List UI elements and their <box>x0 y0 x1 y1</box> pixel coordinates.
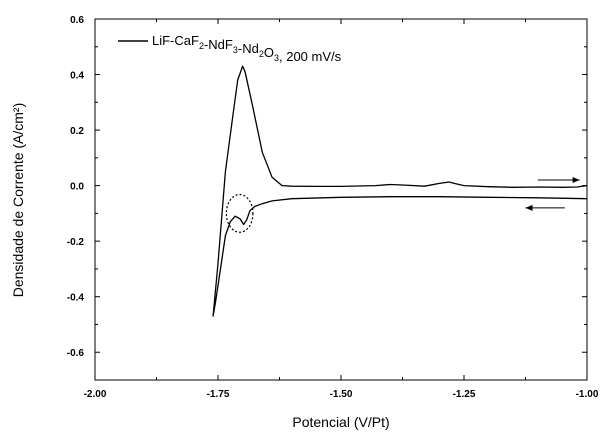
series-line-0 <box>212 65 588 317</box>
annotations <box>225 177 580 233</box>
x-axis-label: Potencial (V/Pt) <box>292 414 389 430</box>
highlight-dashed-circle <box>225 193 254 233</box>
y-tick-label: -0.2 <box>67 237 85 248</box>
y-axis-label: Densidade de Corrente (A/cm²) <box>10 103 26 298</box>
y-tick-label: 0.6 <box>70 15 84 26</box>
axis-tick-labels: -2.00 -1.75 -1.50 -1.25 -1.00 -0.6 -0.4 -0.2 0.0… <box>67 15 599 400</box>
arrow-head-icon <box>525 204 533 211</box>
x-tick-label: -2.00 <box>84 389 107 400</box>
legend-label: LiF-CaF2-NdF3-Nd2O3, 200 mV/s <box>152 33 342 64</box>
x-tick-label: -1.50 <box>330 389 353 400</box>
x-tick-label: -1.75 <box>207 389 230 400</box>
y-tick-label: 0.0 <box>70 182 84 193</box>
y-tick-label: 0.2 <box>70 126 84 137</box>
y-tick-label: 0.4 <box>70 71 84 82</box>
legend: LiF-CaF2-NdF3-Nd2O3, 200 mV/s <box>118 33 342 64</box>
axis-ticks <box>94 18 588 380</box>
series-group <box>212 65 588 317</box>
x-tick-label: -1.25 <box>453 389 476 400</box>
plot-frame <box>94 18 588 381</box>
arrow-head-icon <box>572 177 580 184</box>
x-tick-label: -1.00 <box>576 389 599 400</box>
y-tick-label: -0.6 <box>67 348 85 359</box>
y-tick-label: -0.4 <box>67 293 85 304</box>
